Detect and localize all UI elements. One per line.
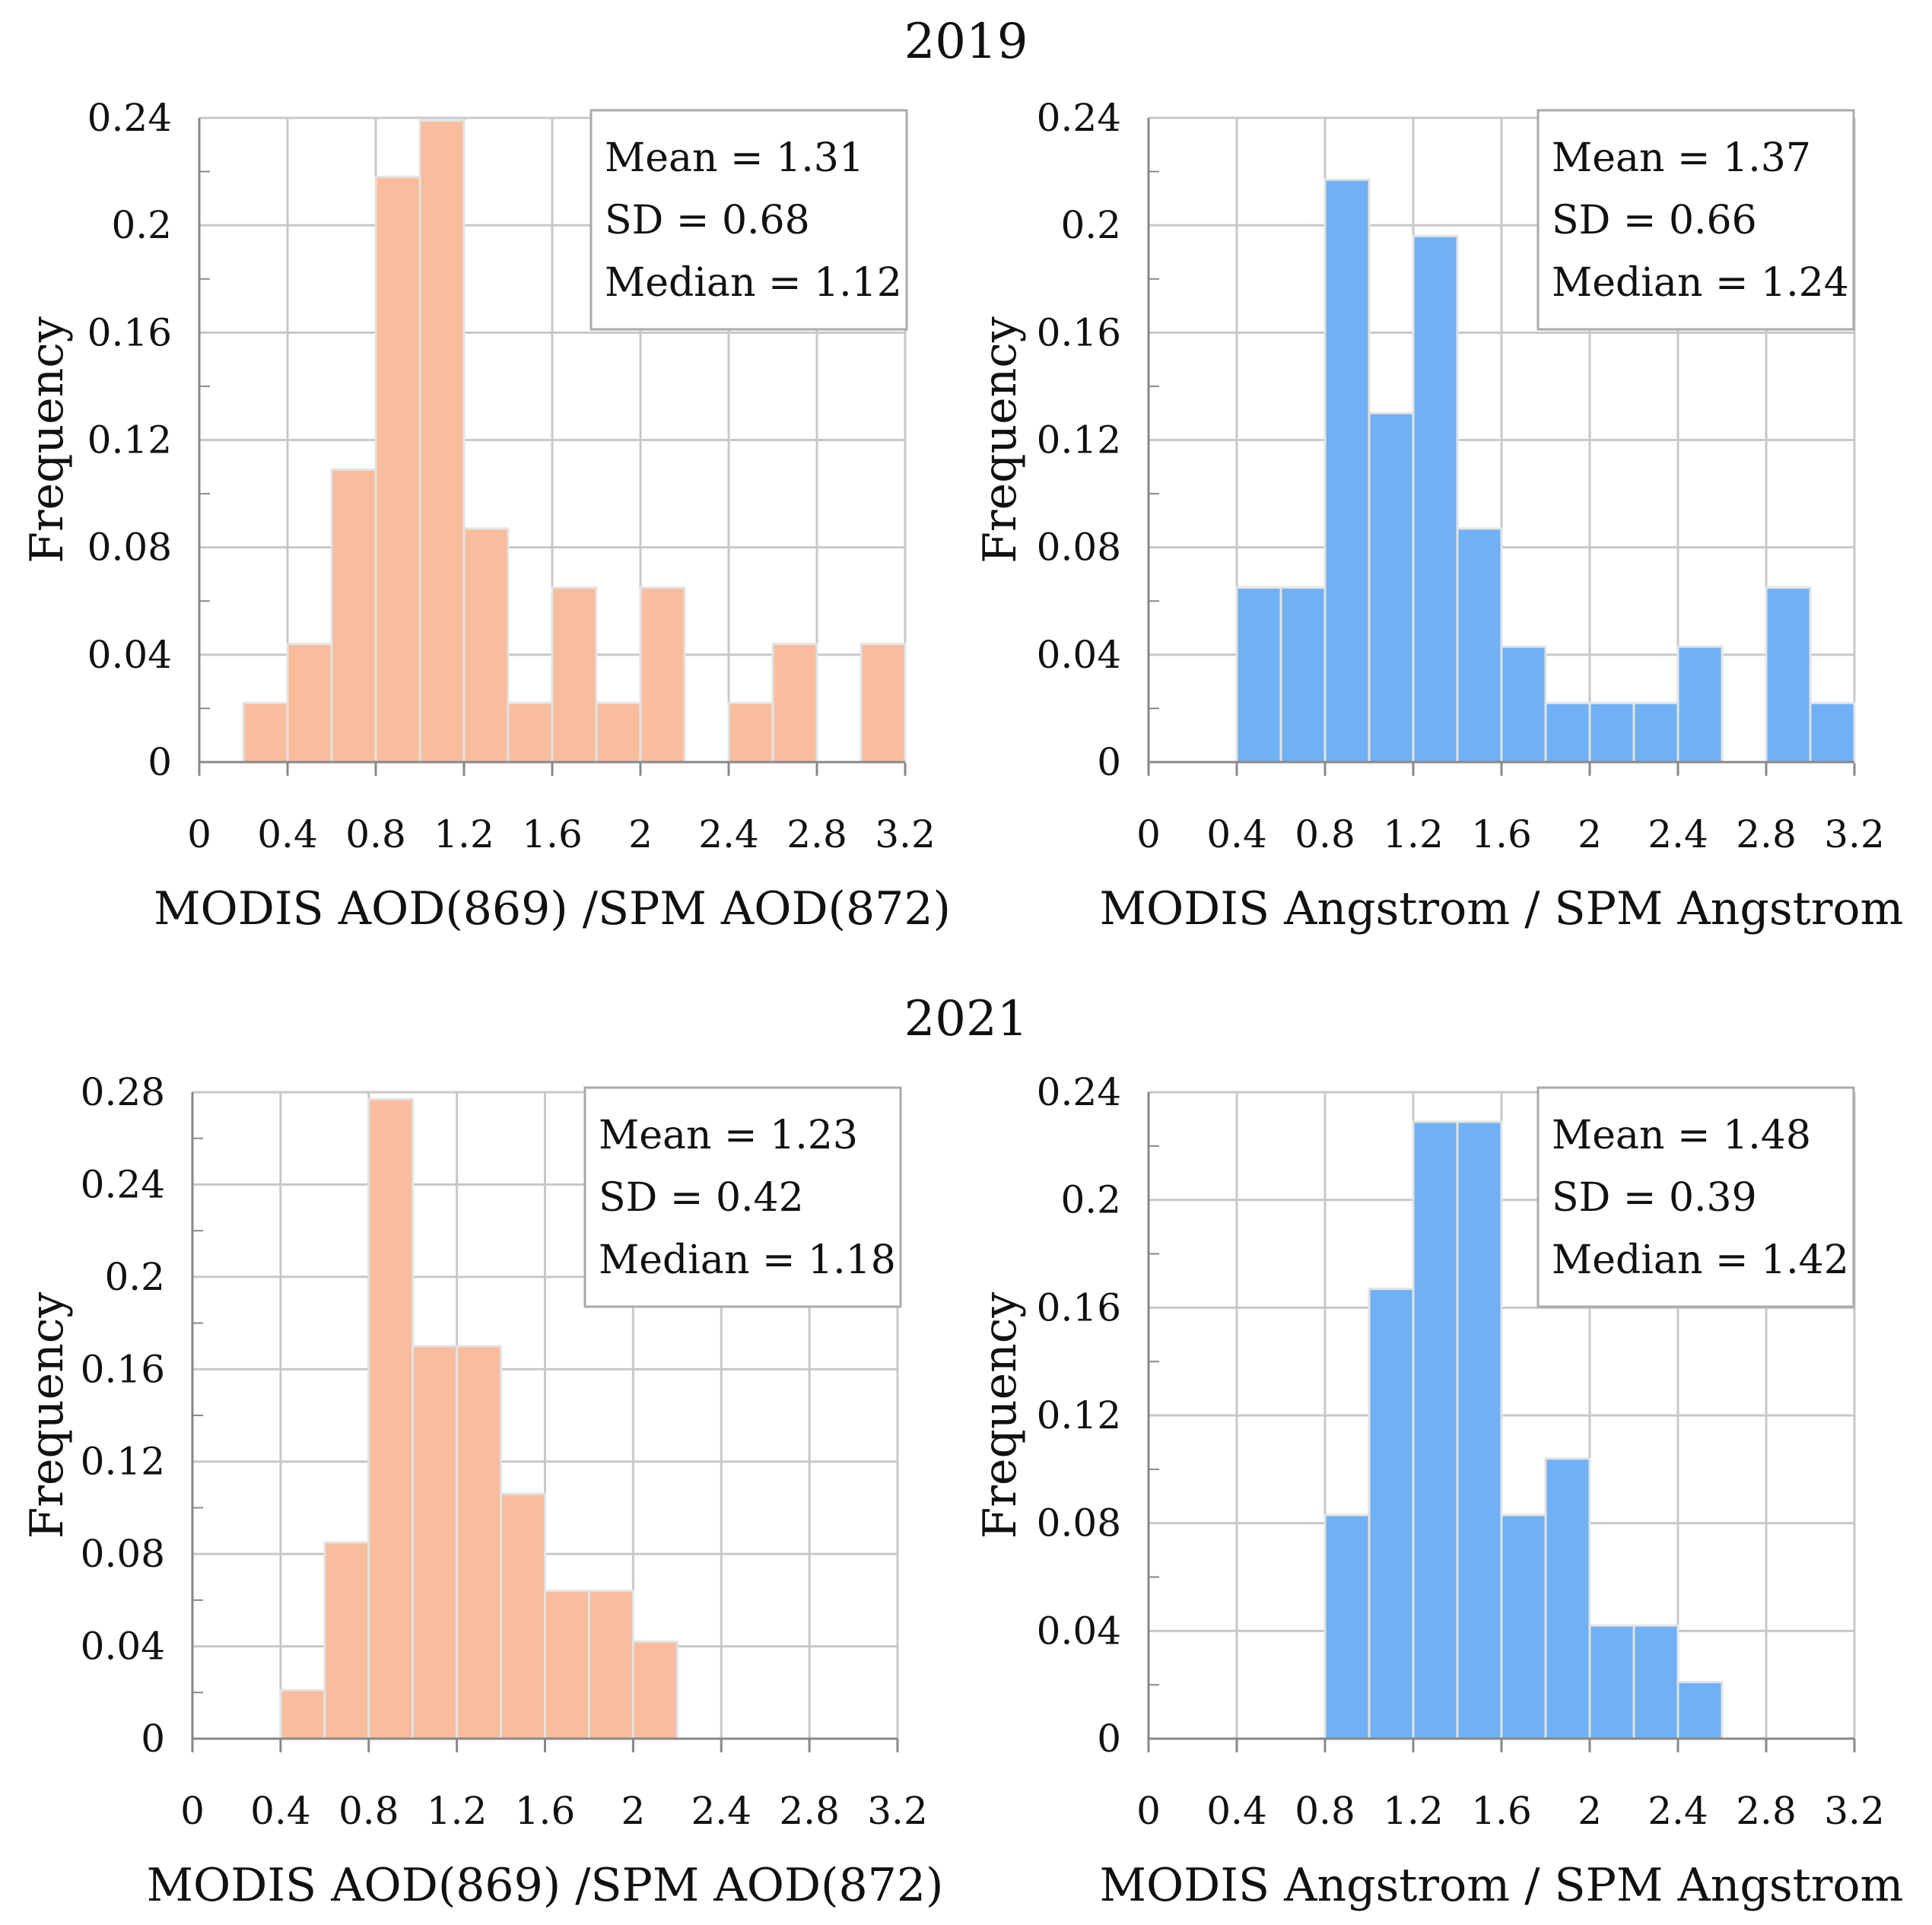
x-tick-label: 1.2 bbox=[434, 812, 494, 856]
y-tick-label: 0 bbox=[148, 740, 172, 784]
histogram-bar bbox=[860, 643, 907, 764]
y-tick-label: 0.04 bbox=[87, 633, 172, 677]
x-tick-label: 0.8 bbox=[345, 812, 406, 856]
y-axis-label: Frequency bbox=[21, 316, 74, 564]
histogram-bar bbox=[771, 643, 818, 764]
stats-line: Median = 1.12 bbox=[605, 260, 902, 306]
x-tick-label: 0 bbox=[187, 812, 211, 856]
histogram-bar bbox=[507, 701, 554, 764]
histogram-bar bbox=[330, 468, 377, 764]
x-tick-label: 1.6 bbox=[522, 812, 583, 856]
year-title-2019: 2019 bbox=[904, 14, 1028, 70]
histogram-bar bbox=[551, 586, 598, 764]
histogram-bar bbox=[374, 176, 421, 764]
stats-line: Mean = 1.31 bbox=[605, 135, 864, 181]
x-tick-label: 2.8 bbox=[786, 812, 847, 856]
histogram-bar bbox=[462, 527, 510, 764]
y-tick-label: 0.08 bbox=[87, 526, 172, 570]
histogram-bar bbox=[418, 119, 466, 764]
y-tick-label: 0.2 bbox=[111, 203, 172, 247]
x-axis-label: MODIS AOD(869) /SPM AOD(872) bbox=[154, 882, 951, 935]
year-title-2021: 2021 bbox=[904, 991, 1028, 1047]
x-tick-label: 3.2 bbox=[875, 812, 936, 856]
x-tick-label: 0.4 bbox=[257, 812, 318, 856]
stats-line: SD = 0.68 bbox=[605, 198, 810, 243]
x-tick-label: 2 bbox=[628, 812, 653, 856]
histogram-bar bbox=[727, 701, 774, 764]
x-tick-label: 2.4 bbox=[698, 812, 759, 856]
histogram-bar bbox=[286, 643, 333, 764]
histogram-bar bbox=[242, 701, 289, 764]
y-tick-label: 0.12 bbox=[87, 418, 172, 462]
stats-box bbox=[589, 109, 908, 331]
histogram-bar bbox=[595, 701, 642, 764]
histogram-bar bbox=[639, 586, 686, 764]
y-tick-label: 0.16 bbox=[87, 310, 172, 354]
y-tick-label: 0.24 bbox=[87, 96, 172, 140]
